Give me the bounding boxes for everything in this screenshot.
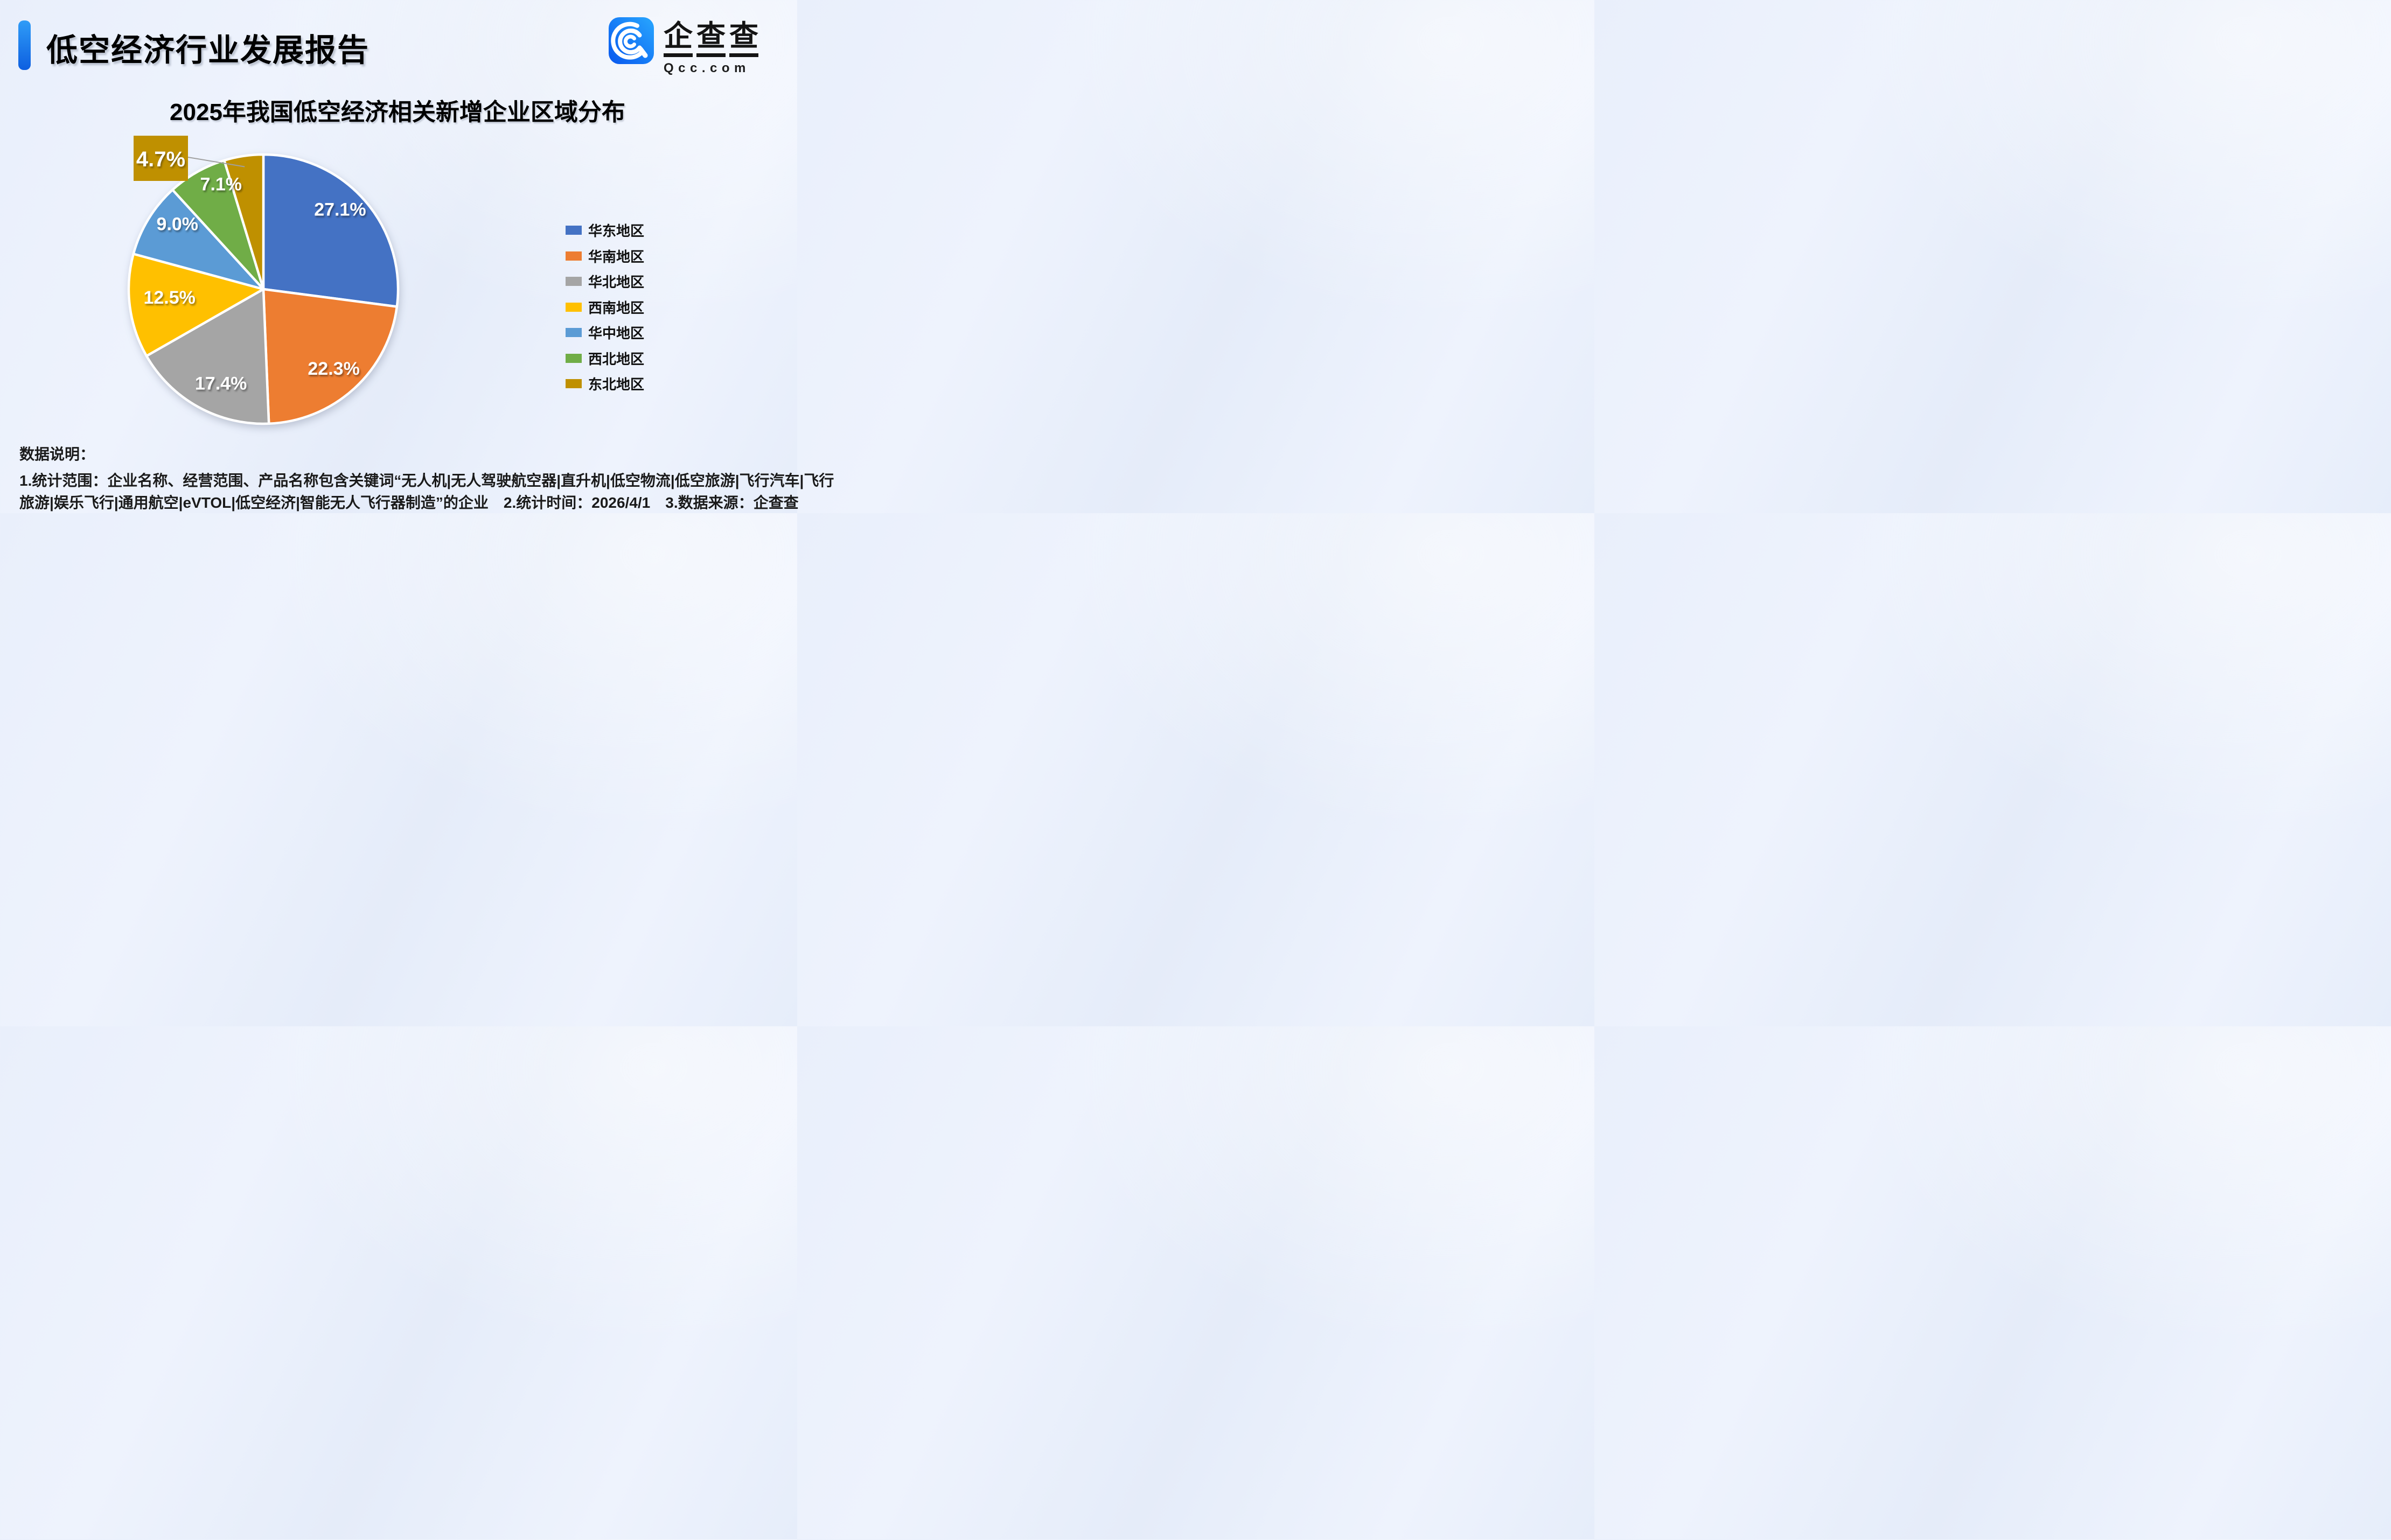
pie-callout-leader bbox=[187, 157, 245, 167]
legend-label: 华南地区 bbox=[588, 248, 645, 265]
brand-char: 查 bbox=[729, 22, 758, 57]
pie-slice-华北地区 bbox=[145, 288, 270, 425]
legend-label: 华中地区 bbox=[588, 325, 645, 342]
legend-item: 西北地区 bbox=[566, 346, 644, 372]
qcc-icon-inner-c bbox=[623, 34, 636, 48]
legend-label: 华东地区 bbox=[588, 223, 645, 240]
legend-item: 华北地区 bbox=[566, 269, 644, 295]
legend-swatch bbox=[566, 226, 582, 235]
qcc-icon-tail bbox=[638, 46, 648, 58]
brand-char: 企 bbox=[664, 22, 693, 57]
pie-slice-西南地区 bbox=[127, 253, 265, 358]
footnote-heading: 数据说明： bbox=[19, 446, 95, 463]
infographic-page: { "header": { "title": "低空经济行业发展报告" }, "… bbox=[0, 0, 834, 513]
pie-slice-华南地区 bbox=[262, 288, 399, 425]
pie-chart: 27.1% 22.3% 17.4% 12.5% 9.0%7.1% 4.7% bbox=[127, 136, 400, 425]
legend-swatch bbox=[566, 302, 582, 312]
pie-label-华北地区: 17.4% bbox=[195, 374, 247, 394]
brand-name: 企 查 查 bbox=[664, 22, 762, 57]
pie-label-西北地区: 7.1% bbox=[200, 174, 242, 194]
qcc-icon-outer-ring bbox=[611, 22, 643, 60]
pie-slice-华东地区 bbox=[262, 153, 400, 308]
brand-logo: 企 查 查 Qcc.com bbox=[609, 17, 762, 76]
pie-callout-box bbox=[134, 136, 188, 181]
legend-item: 东北地区 bbox=[566, 371, 644, 397]
legend-item: 华南地区 bbox=[566, 243, 644, 269]
legend-swatch bbox=[566, 328, 582, 338]
legend-label: 华北地区 bbox=[588, 274, 645, 291]
legend-label: 西南地区 bbox=[588, 299, 645, 316]
brand-domain: Qcc.com bbox=[664, 61, 750, 75]
qcc-icon-middle-c bbox=[618, 29, 642, 54]
qcc-icon bbox=[609, 17, 654, 64]
page-title: 低空经济行业发展报告 bbox=[46, 33, 370, 68]
legend-swatch bbox=[566, 251, 582, 261]
pie-slices bbox=[127, 153, 400, 425]
pie-label-华东地区: 27.1% bbox=[314, 200, 366, 220]
header-accent-bar bbox=[18, 20, 31, 70]
pie-callout-label: 4.7% bbox=[136, 148, 185, 171]
legend-item: 华东地区 bbox=[566, 218, 644, 243]
legend-swatch bbox=[566, 353, 582, 363]
brand-text: 企 查 查 Qcc.com bbox=[664, 17, 762, 76]
pie-label-华南地区: 22.3% bbox=[308, 359, 359, 379]
legend-label: 东北地区 bbox=[588, 376, 645, 393]
legend-label: 西北地区 bbox=[588, 351, 645, 367]
brand-char: 查 bbox=[696, 22, 726, 57]
legend-swatch bbox=[566, 379, 582, 389]
legend-item: 华中地区 bbox=[566, 320, 644, 346]
pie-label-西南地区: 12.5% bbox=[143, 288, 195, 308]
legend-item: 西南地区 bbox=[566, 295, 644, 320]
chart-legend: 华东地区华南地区华北地区西南地区华中地区西北地区东北地区 bbox=[566, 218, 644, 397]
pie-slice-华中地区 bbox=[132, 188, 265, 291]
footnote-line-2: 旅游|娱乐飞行|通用航空|eVTOL|低空经济|智能无人飞行器制造”的企业 2.… bbox=[19, 494, 799, 511]
pie-label-华中地区: 9.0% bbox=[157, 214, 199, 235]
footnote-line-1: 1.统计范围：企业名称、经营范围、产品名称包含关键词“无人机|无人驾驶航空器|直… bbox=[19, 472, 834, 489]
legend-swatch bbox=[566, 277, 582, 286]
pie-slice-东北地区 bbox=[223, 153, 265, 291]
chart-title: 2025年我国低空经济相关新增企业区域分布 bbox=[170, 99, 625, 125]
